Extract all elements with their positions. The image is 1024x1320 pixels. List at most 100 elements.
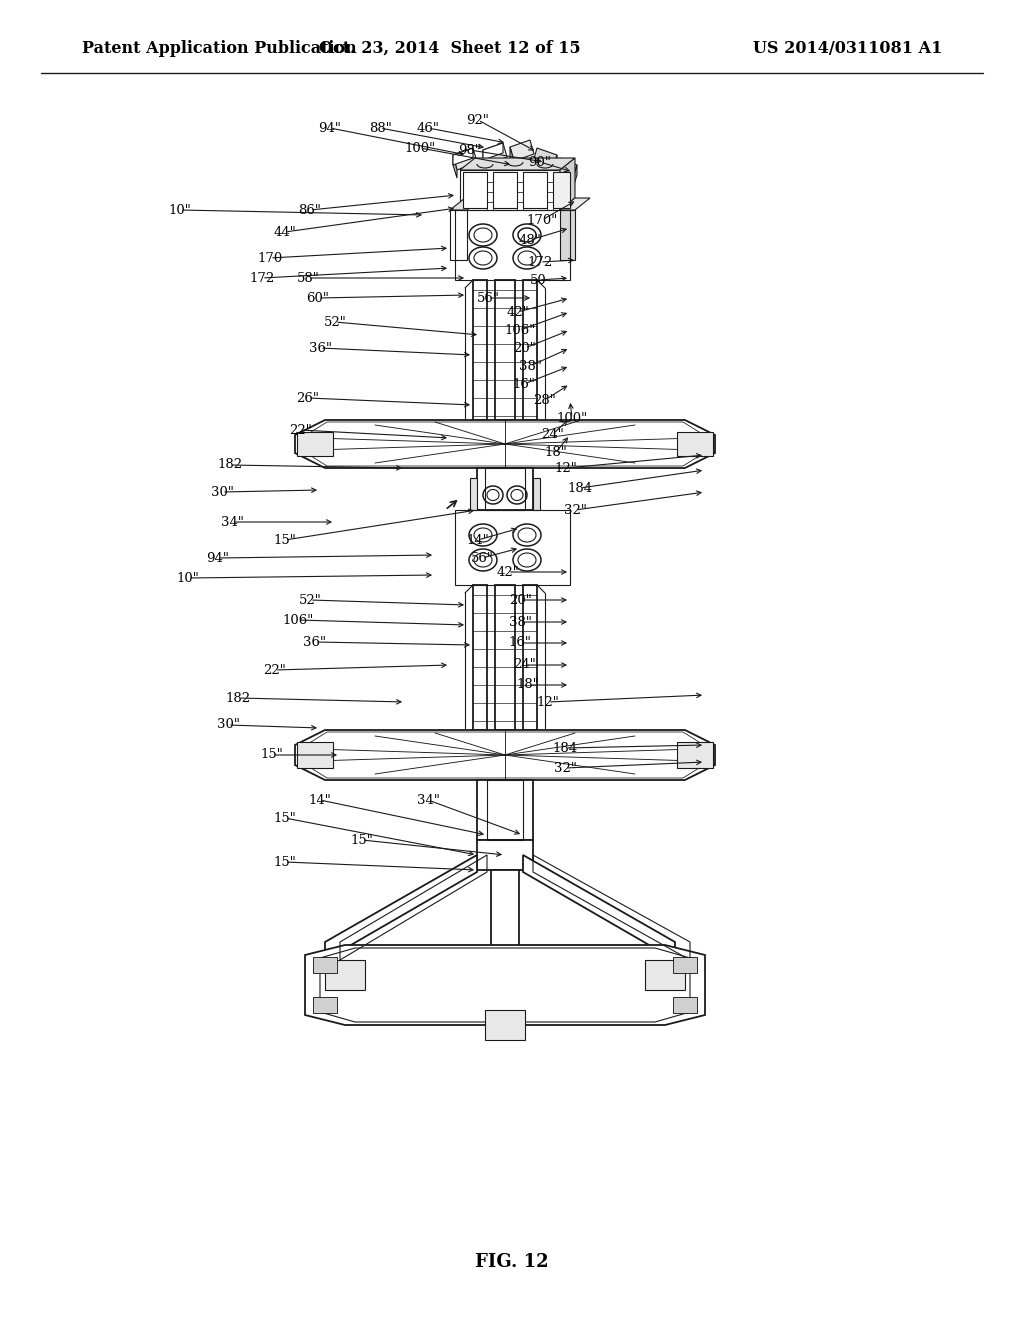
Polygon shape bbox=[463, 172, 487, 209]
Polygon shape bbox=[673, 957, 697, 973]
Text: 34": 34" bbox=[417, 793, 439, 807]
Polygon shape bbox=[553, 172, 570, 209]
Text: 16": 16" bbox=[513, 378, 536, 391]
Polygon shape bbox=[477, 469, 534, 510]
Text: 86": 86" bbox=[299, 203, 322, 216]
Text: 16": 16" bbox=[509, 636, 531, 649]
Polygon shape bbox=[510, 147, 514, 169]
Text: 38": 38" bbox=[509, 615, 531, 628]
Text: 58": 58" bbox=[297, 272, 319, 285]
Text: 90": 90" bbox=[528, 156, 552, 169]
Polygon shape bbox=[453, 148, 473, 165]
Polygon shape bbox=[495, 280, 515, 420]
Text: 52": 52" bbox=[299, 594, 322, 606]
Text: 14": 14" bbox=[467, 533, 489, 546]
Polygon shape bbox=[534, 148, 557, 168]
Polygon shape bbox=[493, 172, 517, 209]
Polygon shape bbox=[483, 150, 487, 172]
Polygon shape bbox=[573, 165, 577, 187]
Text: 10": 10" bbox=[169, 203, 191, 216]
Polygon shape bbox=[473, 585, 487, 730]
Text: 30": 30" bbox=[216, 718, 240, 731]
Polygon shape bbox=[523, 172, 547, 209]
Text: 18": 18" bbox=[545, 446, 567, 458]
Text: 172: 172 bbox=[250, 272, 274, 285]
Polygon shape bbox=[477, 780, 534, 840]
Polygon shape bbox=[523, 855, 675, 960]
Polygon shape bbox=[523, 585, 537, 730]
Text: 18": 18" bbox=[517, 678, 540, 692]
Polygon shape bbox=[490, 870, 519, 1020]
Polygon shape bbox=[510, 140, 534, 161]
Text: 42": 42" bbox=[507, 305, 529, 318]
Text: 15": 15" bbox=[273, 533, 296, 546]
Text: 100": 100" bbox=[556, 412, 588, 425]
Text: 22": 22" bbox=[289, 424, 311, 437]
Polygon shape bbox=[313, 997, 337, 1012]
Polygon shape bbox=[313, 957, 337, 973]
Text: 15": 15" bbox=[273, 855, 296, 869]
Polygon shape bbox=[297, 432, 333, 455]
Text: 20": 20" bbox=[514, 342, 537, 355]
Text: 52": 52" bbox=[324, 315, 346, 329]
Text: 50: 50 bbox=[529, 273, 547, 286]
Text: 182: 182 bbox=[225, 692, 251, 705]
Polygon shape bbox=[460, 158, 575, 170]
Text: 48": 48" bbox=[518, 234, 542, 247]
Text: 46": 46" bbox=[417, 121, 439, 135]
Polygon shape bbox=[560, 210, 575, 260]
Polygon shape bbox=[673, 997, 697, 1012]
Polygon shape bbox=[560, 198, 590, 210]
Polygon shape bbox=[470, 478, 477, 510]
Text: 32": 32" bbox=[563, 503, 587, 516]
Text: 30": 30" bbox=[211, 486, 233, 499]
Text: 56": 56" bbox=[471, 552, 494, 565]
Text: Patent Application Publication: Patent Application Publication bbox=[82, 40, 356, 57]
Text: 38": 38" bbox=[518, 359, 542, 372]
Polygon shape bbox=[485, 1010, 525, 1040]
Text: 170": 170" bbox=[526, 214, 558, 227]
Text: 94": 94" bbox=[207, 552, 229, 565]
Polygon shape bbox=[450, 198, 483, 210]
Text: 44": 44" bbox=[273, 226, 296, 239]
Text: 14": 14" bbox=[308, 793, 332, 807]
Text: 36": 36" bbox=[303, 635, 327, 648]
Text: 170: 170 bbox=[257, 252, 283, 264]
Polygon shape bbox=[295, 730, 715, 780]
Polygon shape bbox=[477, 840, 534, 870]
Polygon shape bbox=[483, 143, 503, 160]
Polygon shape bbox=[553, 154, 557, 178]
Text: 24": 24" bbox=[513, 659, 536, 672]
Text: 15": 15" bbox=[273, 812, 296, 825]
Text: 98": 98" bbox=[459, 144, 481, 157]
Text: 60": 60" bbox=[306, 292, 330, 305]
Text: 172: 172 bbox=[527, 256, 553, 268]
Text: 106": 106" bbox=[505, 323, 536, 337]
Text: 12": 12" bbox=[555, 462, 578, 474]
Text: 106": 106" bbox=[283, 614, 313, 627]
Text: 184: 184 bbox=[552, 742, 578, 755]
Text: 28": 28" bbox=[534, 393, 556, 407]
Polygon shape bbox=[483, 143, 507, 164]
Polygon shape bbox=[305, 945, 705, 1026]
Text: 100": 100" bbox=[404, 141, 435, 154]
Polygon shape bbox=[295, 420, 715, 469]
Polygon shape bbox=[560, 158, 575, 210]
Text: 12": 12" bbox=[537, 696, 559, 709]
Polygon shape bbox=[453, 154, 457, 178]
Polygon shape bbox=[297, 742, 333, 768]
Text: 26": 26" bbox=[297, 392, 319, 404]
Text: 94": 94" bbox=[318, 121, 341, 135]
Polygon shape bbox=[677, 742, 713, 768]
Polygon shape bbox=[325, 855, 477, 960]
Text: 32": 32" bbox=[554, 762, 577, 775]
Polygon shape bbox=[556, 158, 577, 178]
Polygon shape bbox=[325, 960, 365, 990]
Polygon shape bbox=[677, 432, 713, 455]
Text: 15": 15" bbox=[261, 748, 284, 762]
Text: 88": 88" bbox=[369, 121, 391, 135]
Text: 24": 24" bbox=[541, 429, 563, 441]
Text: 56": 56" bbox=[476, 292, 500, 305]
Polygon shape bbox=[534, 478, 540, 510]
Polygon shape bbox=[645, 960, 685, 990]
